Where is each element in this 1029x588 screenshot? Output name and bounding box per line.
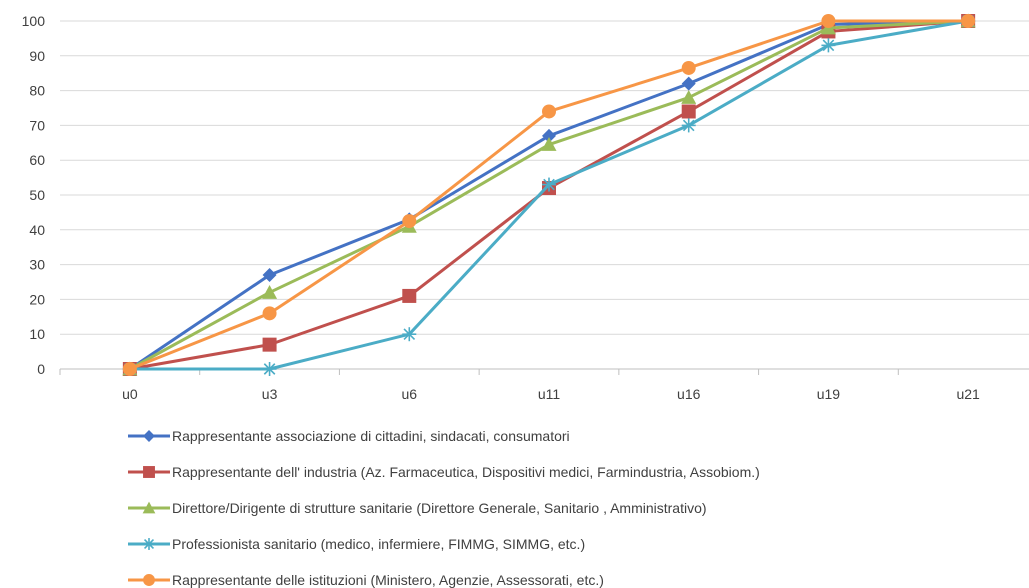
data-point xyxy=(681,76,696,91)
y-tick-label: 90 xyxy=(29,48,45,64)
y-tick-label: 70 xyxy=(29,117,45,133)
y-tick-label: 40 xyxy=(29,222,45,238)
legend-label: Rappresentante associazione di cittadini… xyxy=(172,428,570,444)
series-5 xyxy=(122,14,976,376)
legend: Rappresentante associazione di cittadini… xyxy=(128,428,760,588)
data-point xyxy=(961,14,976,28)
legend-marker xyxy=(143,574,155,586)
legend-marker xyxy=(143,466,155,478)
x-axis: u0 u3 u6 u11 u16 u19 u21 xyxy=(59,368,1029,402)
legend-item: Rappresentante dell' industria (Az. Farm… xyxy=(128,464,760,480)
x-tick-label: u11 xyxy=(538,386,561,402)
legend-label: Professionista sanitario (medico, inferm… xyxy=(172,536,585,552)
x-tick-label: u19 xyxy=(817,386,841,402)
legend-item: Rappresentante delle istituzioni (Minist… xyxy=(128,572,604,588)
data-point xyxy=(262,362,277,376)
y-tick-label: 60 xyxy=(29,152,45,168)
y-tick-label: 50 xyxy=(29,187,45,203)
data-point xyxy=(542,104,556,119)
data-point xyxy=(542,128,556,143)
series-group xyxy=(122,13,976,376)
data-point xyxy=(681,104,696,119)
data-point xyxy=(402,327,417,342)
y-axis: 0 10 20 30 40 50 60 70 80 90 100 xyxy=(22,13,46,377)
legend-label: Rappresentante dell' industria (Az. Farm… xyxy=(172,464,760,480)
x-tick-label: u3 xyxy=(262,386,278,402)
y-tick-label: 10 xyxy=(29,326,45,342)
y-tick-label: 0 xyxy=(37,361,45,377)
data-point xyxy=(681,90,697,104)
data-point xyxy=(122,362,137,376)
x-tick-label: u6 xyxy=(401,386,417,402)
data-point xyxy=(681,118,696,133)
legend-item: Direttore/Dirigente di strutture sanitar… xyxy=(128,500,707,516)
x-tick-label: u0 xyxy=(122,386,138,402)
legend-label: Rappresentante delle istituzioni (Minist… xyxy=(172,572,604,588)
legend-marker xyxy=(143,538,155,550)
legend-marker xyxy=(142,501,156,514)
data-point xyxy=(542,177,556,192)
data-point xyxy=(681,60,696,75)
data-point xyxy=(262,337,277,352)
y-tick-label: 80 xyxy=(29,83,45,99)
data-point xyxy=(402,288,417,303)
x-tick-label: u16 xyxy=(677,386,701,402)
data-point xyxy=(262,284,278,299)
y-tick-label: 100 xyxy=(22,13,46,29)
data-point xyxy=(821,14,836,28)
gridlines xyxy=(60,20,1029,335)
x-tick-label: u21 xyxy=(956,386,980,402)
data-point xyxy=(821,38,836,53)
y-tick-label: 20 xyxy=(29,291,45,307)
legend-marker xyxy=(143,430,155,442)
data-point xyxy=(402,214,417,229)
data-point xyxy=(541,137,557,151)
data-point xyxy=(262,268,277,283)
legend-item: Professionista sanitario (medico, inferm… xyxy=(128,536,585,552)
legend-label: Direttore/Dirigente di strutture sanitar… xyxy=(172,500,707,516)
data-point xyxy=(262,306,277,321)
y-tick-label: 30 xyxy=(29,257,45,273)
legend-item: Rappresentante associazione di cittadini… xyxy=(128,428,570,444)
